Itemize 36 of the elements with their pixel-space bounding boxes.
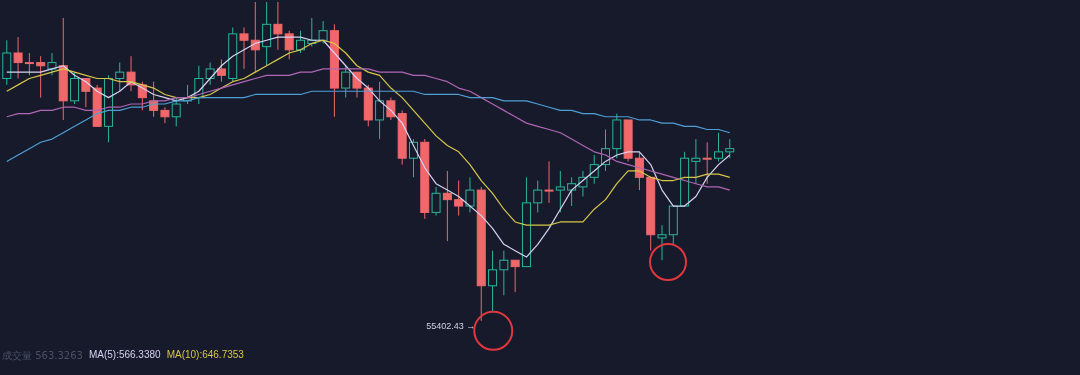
text: MA(10):646.7353 [166,349,244,362]
candlestick [205,62,215,86]
candlestick [691,138,701,185]
candlestick [431,186,441,217]
candlestick [13,36,23,80]
candlestick [725,138,735,159]
candlestick [318,20,328,44]
candlestick [24,52,34,76]
candlestick [341,65,351,99]
candlestick [273,1,283,51]
candlestick [454,180,464,217]
candlestick [386,97,396,121]
annotation: 55402.43 → [426,320,476,331]
candlestick [239,27,249,70]
candlestick [171,97,181,127]
candlestick [375,81,385,140]
candlestick [352,71,362,99]
candlestick [713,132,723,162]
candlestick [216,58,226,83]
candlestick [160,106,170,124]
candlestick [510,259,520,293]
candlestick [499,250,509,296]
candlestick [488,250,498,312]
candlestick [442,170,452,242]
candlestick [567,176,577,207]
candlestick [465,176,475,213]
candlestick [555,170,565,213]
candlestick [702,141,712,185]
candlestick [657,224,667,261]
candlestick [115,62,125,92]
text: MA(5):566.3380 [88,349,161,362]
candlestick [544,160,554,204]
candlestick [70,71,80,105]
candlestick [533,180,543,213]
candlestick [36,55,46,99]
candlestick [47,52,57,76]
